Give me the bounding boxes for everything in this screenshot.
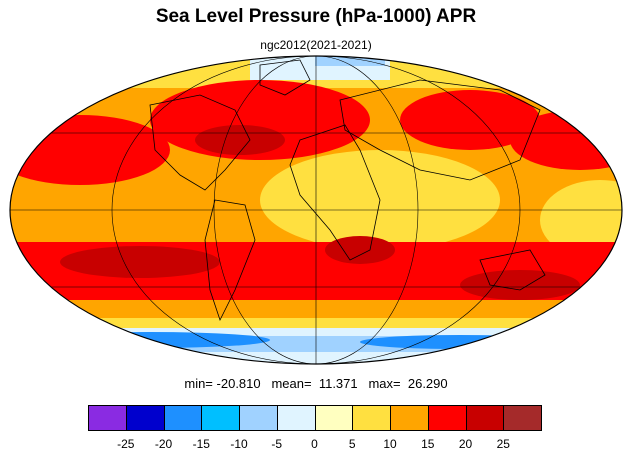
colorbar-swatch bbox=[239, 405, 278, 431]
colorbar-tick-label: 20 bbox=[458, 437, 473, 451]
colorbar-tick-label: -15 bbox=[192, 437, 210, 451]
colorbar-swatch bbox=[163, 405, 203, 431]
plot-title: Sea Level Pressure (hPa-1000) APR bbox=[155, 6, 477, 27]
colorbar-tick-label: 5 bbox=[348, 437, 356, 451]
colorbar-tick-label: -20 bbox=[154, 437, 173, 451]
mean-value: 11.371 bbox=[318, 376, 358, 391]
colorbar-tick-label: 15 bbox=[421, 437, 435, 451]
plot-subtitle: ngc2012(2021-2021) bbox=[260, 38, 372, 52]
colorbar-swatch bbox=[503, 405, 542, 431]
colorbar-swatch bbox=[88, 405, 127, 431]
colorbar-swatch bbox=[465, 405, 505, 431]
colorbar-swatch bbox=[314, 405, 354, 431]
stats-line: min= -20.810 mean= 11.371 max= 26.290 bbox=[0, 376, 632, 391]
min-value: -20.810 bbox=[216, 376, 261, 391]
colorbar-swatch bbox=[125, 405, 165, 431]
colorbar-swatch bbox=[352, 405, 391, 431]
colorbar-tick-label: -5 bbox=[271, 437, 283, 451]
colorbar-tick-label: -10 bbox=[230, 437, 248, 451]
colorbar-swatch bbox=[390, 405, 429, 431]
colorbar-swatch bbox=[276, 405, 316, 431]
colorbar-tick-label: 10 bbox=[383, 437, 397, 451]
colorbar bbox=[88, 405, 542, 431]
colorbar-tick-label: -25 bbox=[117, 437, 135, 451]
max-label: max= bbox=[368, 376, 401, 391]
globe-outline bbox=[9, 55, 623, 365]
colorbar-swatch bbox=[427, 405, 467, 431]
graticule bbox=[10, 56, 622, 364]
colorbar-swatch bbox=[201, 405, 240, 431]
max-value: 26.290 bbox=[407, 376, 448, 391]
colorbar-tick-label: 0 bbox=[311, 437, 318, 451]
min-label: min= bbox=[184, 376, 213, 391]
colorbar-tick-label: 25 bbox=[496, 437, 510, 451]
mean-label: mean= bbox=[271, 376, 312, 391]
